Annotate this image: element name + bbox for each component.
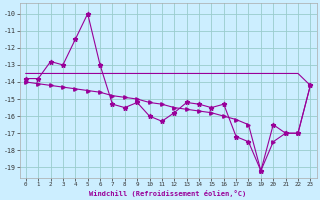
X-axis label: Windchill (Refroidissement éolien,°C): Windchill (Refroidissement éolien,°C): [90, 190, 247, 197]
